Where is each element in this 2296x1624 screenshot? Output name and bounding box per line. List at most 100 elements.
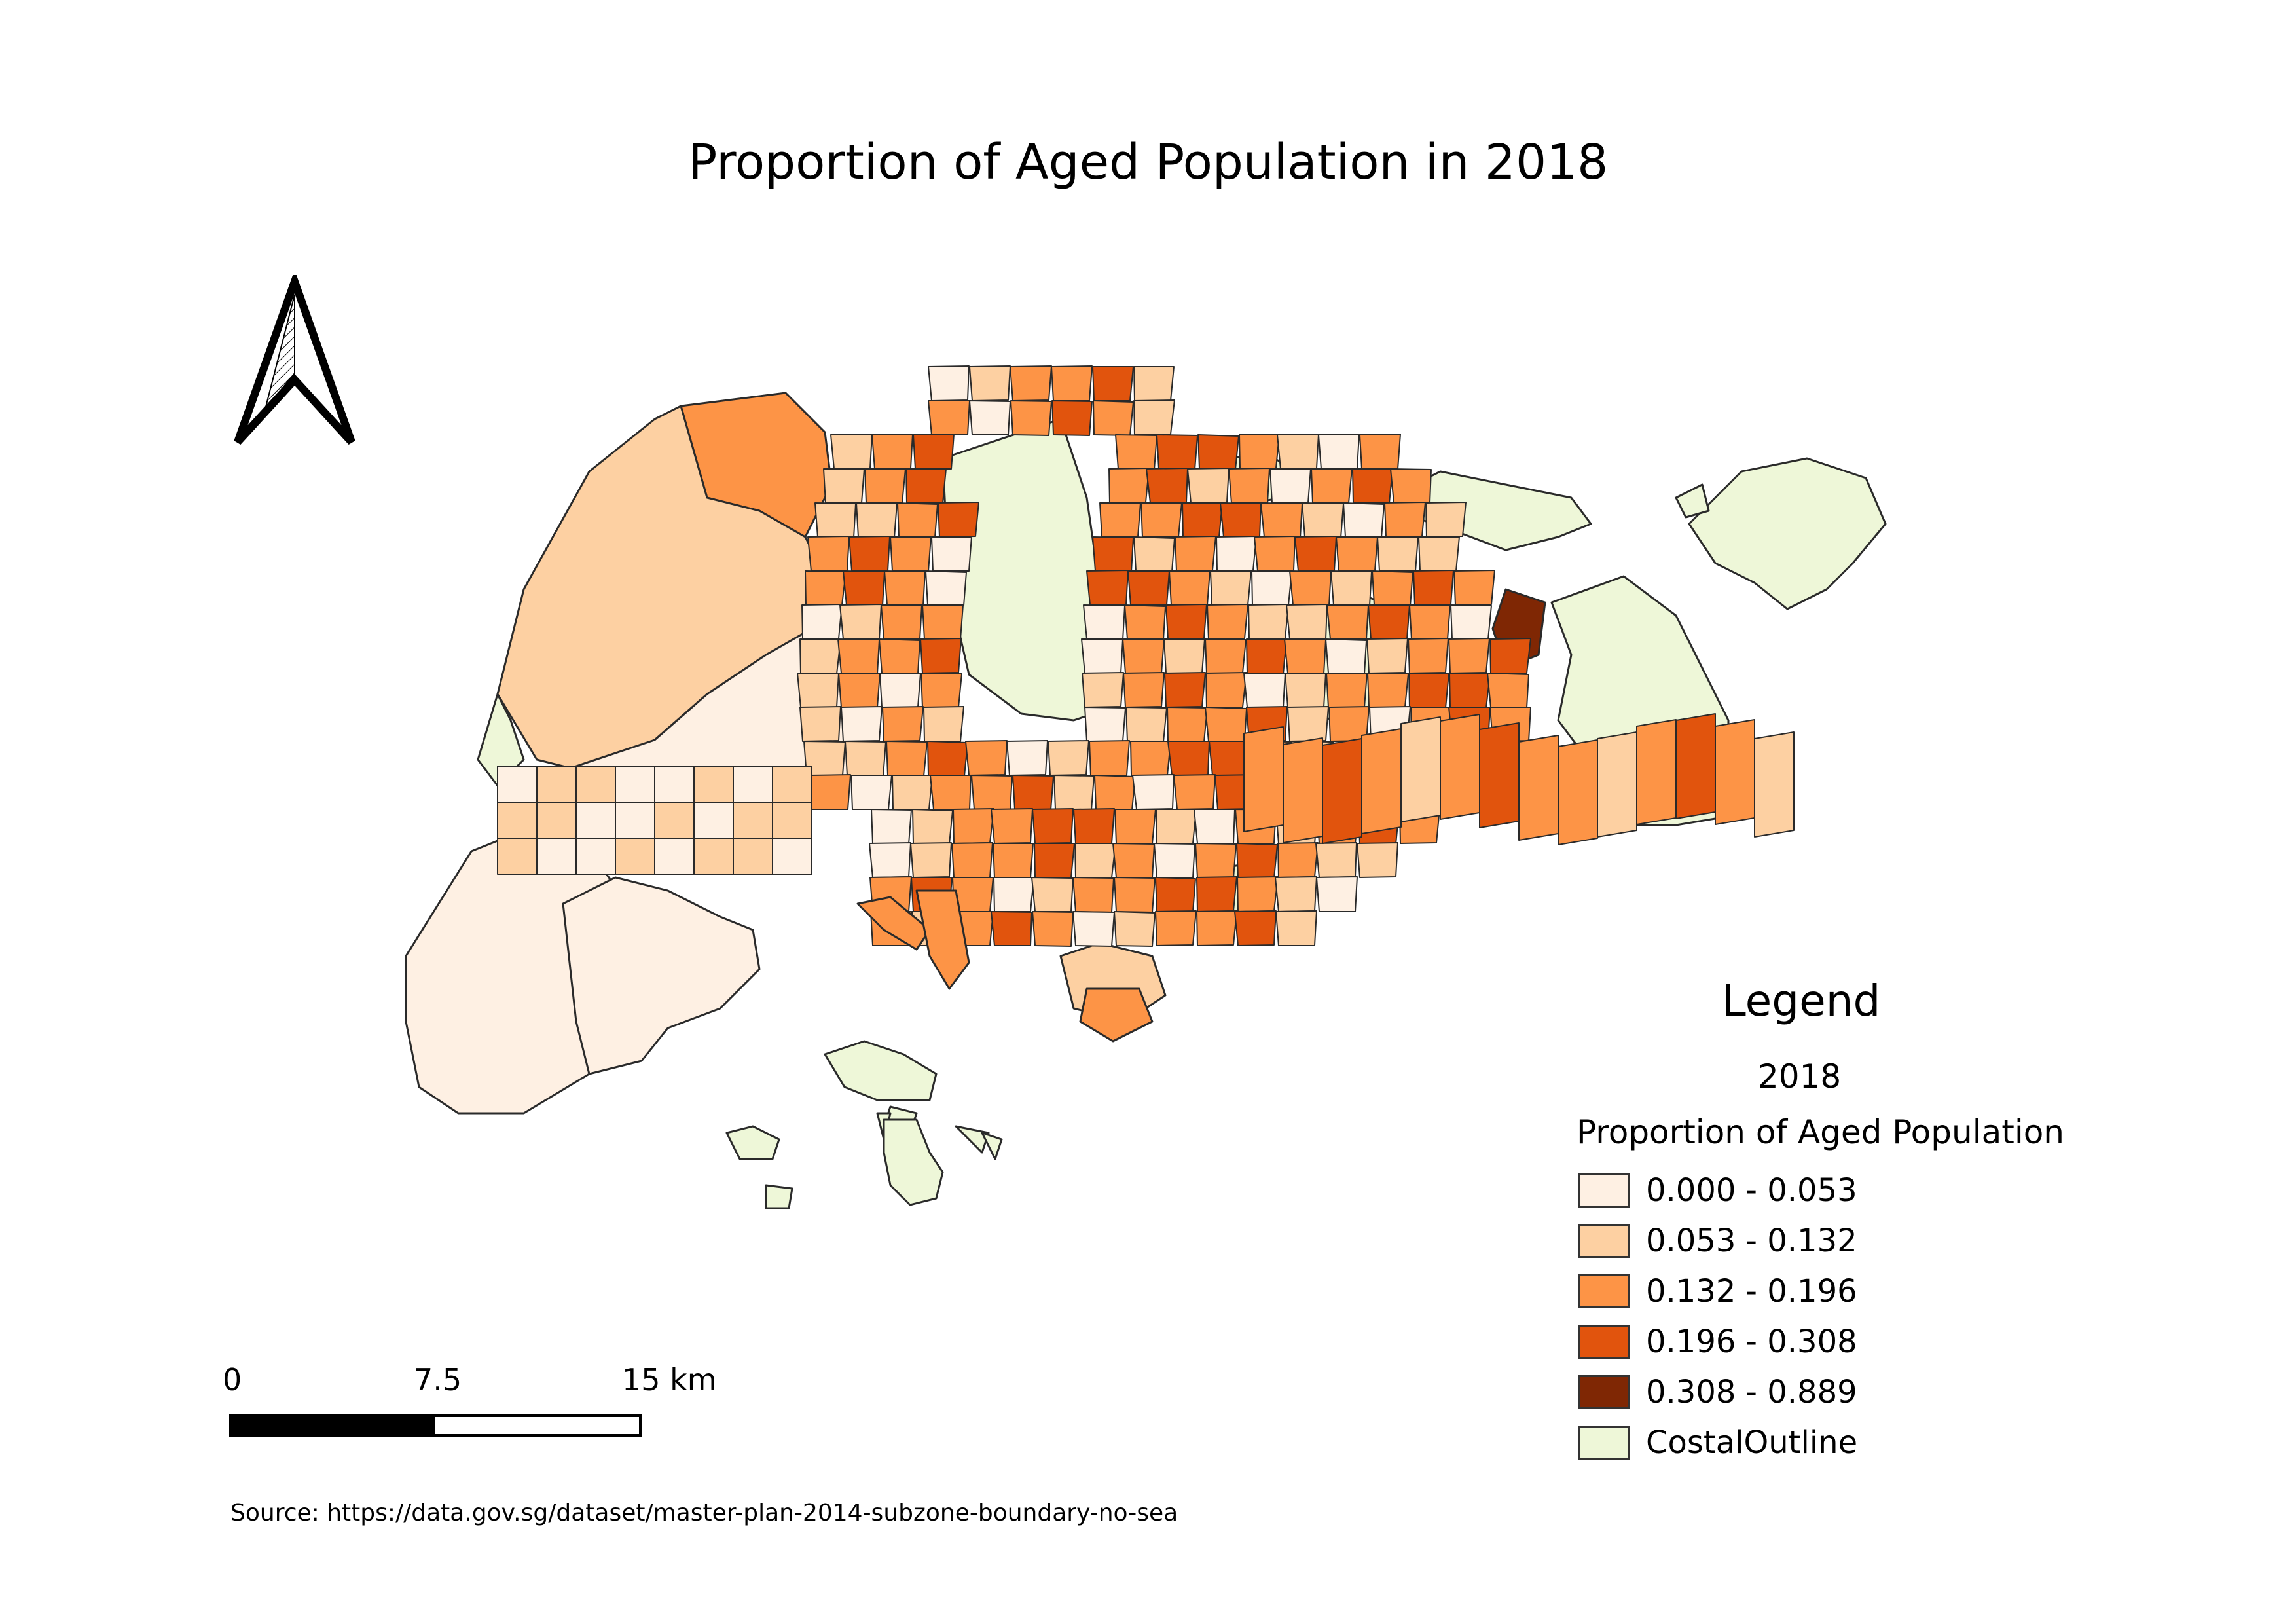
subzone	[953, 808, 994, 844]
subzone	[1182, 502, 1223, 538]
subzone	[1228, 468, 1270, 504]
subzone	[1051, 400, 1093, 436]
subzone	[1083, 604, 1125, 640]
subzone	[1112, 843, 1155, 878]
subzone	[1361, 728, 1402, 834]
subzone	[969, 365, 1011, 401]
subzone	[1269, 468, 1311, 504]
subzone	[1169, 570, 1211, 606]
pier	[856, 896, 931, 951]
subzone	[1243, 726, 1284, 832]
subzone	[1336, 536, 1378, 572]
subzone	[1114, 911, 1156, 947]
north-arrow-icon	[226, 270, 376, 454]
subzone	[536, 838, 577, 875]
legend-label: CostalOutline	[1646, 1424, 1858, 1461]
subzone	[823, 468, 865, 504]
subzone	[1125, 707, 1167, 743]
subzone	[1108, 468, 1150, 504]
subzone	[1197, 434, 1239, 470]
subzone	[1390, 468, 1432, 504]
subzone	[807, 536, 850, 572]
scale-label-end: 15 km	[622, 1362, 717, 1397]
subzone	[1123, 672, 1165, 708]
subzone	[839, 604, 882, 640]
legend-title: Legend	[1722, 976, 1881, 1026]
subzone	[882, 706, 924, 742]
subzone	[1155, 910, 1197, 946]
subzone	[1132, 774, 1175, 810]
subzone	[886, 741, 928, 777]
island	[824, 1040, 938, 1101]
subzone	[1154, 843, 1195, 879]
subzone	[1072, 911, 1115, 947]
subzone	[1196, 910, 1237, 946]
subzone	[1155, 877, 1196, 913]
subzone	[772, 802, 812, 839]
subzone	[1440, 714, 1480, 820]
subzone	[1074, 843, 1116, 878]
subzone	[1384, 502, 1426, 538]
subzone	[856, 502, 898, 538]
subzone	[843, 570, 885, 606]
subzone	[1234, 910, 1277, 946]
subzone	[1034, 843, 1075, 878]
legend-swatch	[1578, 1274, 1630, 1308]
subzone	[1072, 877, 1114, 913]
subzone	[913, 434, 955, 470]
map-title: Proportion of Aged Population in 2018	[687, 134, 1609, 191]
subzone	[1114, 877, 1156, 913]
subzone	[1260, 502, 1303, 538]
subzone	[497, 838, 538, 875]
subzone	[1163, 638, 1205, 674]
subzone	[1277, 434, 1319, 470]
legend-item: CostalOutline	[1578, 1424, 1857, 1461]
subzone	[925, 570, 967, 606]
scale-label-mid: 7.5	[414, 1362, 462, 1397]
subzone	[864, 468, 906, 504]
subzone	[1205, 638, 1247, 674]
subzone	[1318, 434, 1360, 470]
subzone	[1285, 673, 1326, 708]
subzone	[1236, 843, 1278, 879]
legend-label: 0.000 - 0.053	[1646, 1172, 1857, 1209]
scale-label-0: 0	[223, 1362, 242, 1397]
subzone	[928, 365, 970, 401]
subzone	[1448, 638, 1490, 674]
island	[1675, 483, 1710, 519]
subzone	[1636, 719, 1677, 825]
subzone	[881, 604, 922, 640]
subzone	[910, 842, 952, 878]
subzone	[1165, 604, 1207, 640]
subzone	[1425, 502, 1467, 538]
subzone	[1053, 775, 1095, 811]
subzone	[1082, 672, 1124, 708]
island	[765, 1184, 793, 1209]
subzone	[1377, 536, 1419, 572]
subzone	[1343, 502, 1385, 538]
subzone	[1489, 638, 1531, 674]
subzone	[1094, 775, 1136, 811]
subzone	[814, 502, 856, 538]
subzone	[1010, 400, 1052, 436]
subzone	[1175, 536, 1216, 572]
subzone	[1449, 673, 1491, 709]
subzone	[1294, 536, 1337, 572]
subzone	[1368, 604, 1410, 640]
subzone	[1284, 638, 1326, 674]
subzone	[1146, 468, 1188, 504]
subzone	[536, 766, 577, 803]
subzone	[1114, 809, 1156, 844]
legend-subtitle: 2018	[1758, 1058, 1842, 1096]
subzone	[1006, 740, 1048, 776]
subzone	[1408, 638, 1449, 674]
scale-bar-segments	[229, 1414, 642, 1437]
subzone	[1246, 638, 1287, 674]
subzone	[1195, 843, 1237, 879]
subzone	[1316, 876, 1358, 912]
subzone	[1357, 842, 1398, 878]
subzone	[1115, 434, 1157, 470]
pier	[1079, 987, 1154, 1043]
legend-swatch	[1578, 1173, 1630, 1208]
